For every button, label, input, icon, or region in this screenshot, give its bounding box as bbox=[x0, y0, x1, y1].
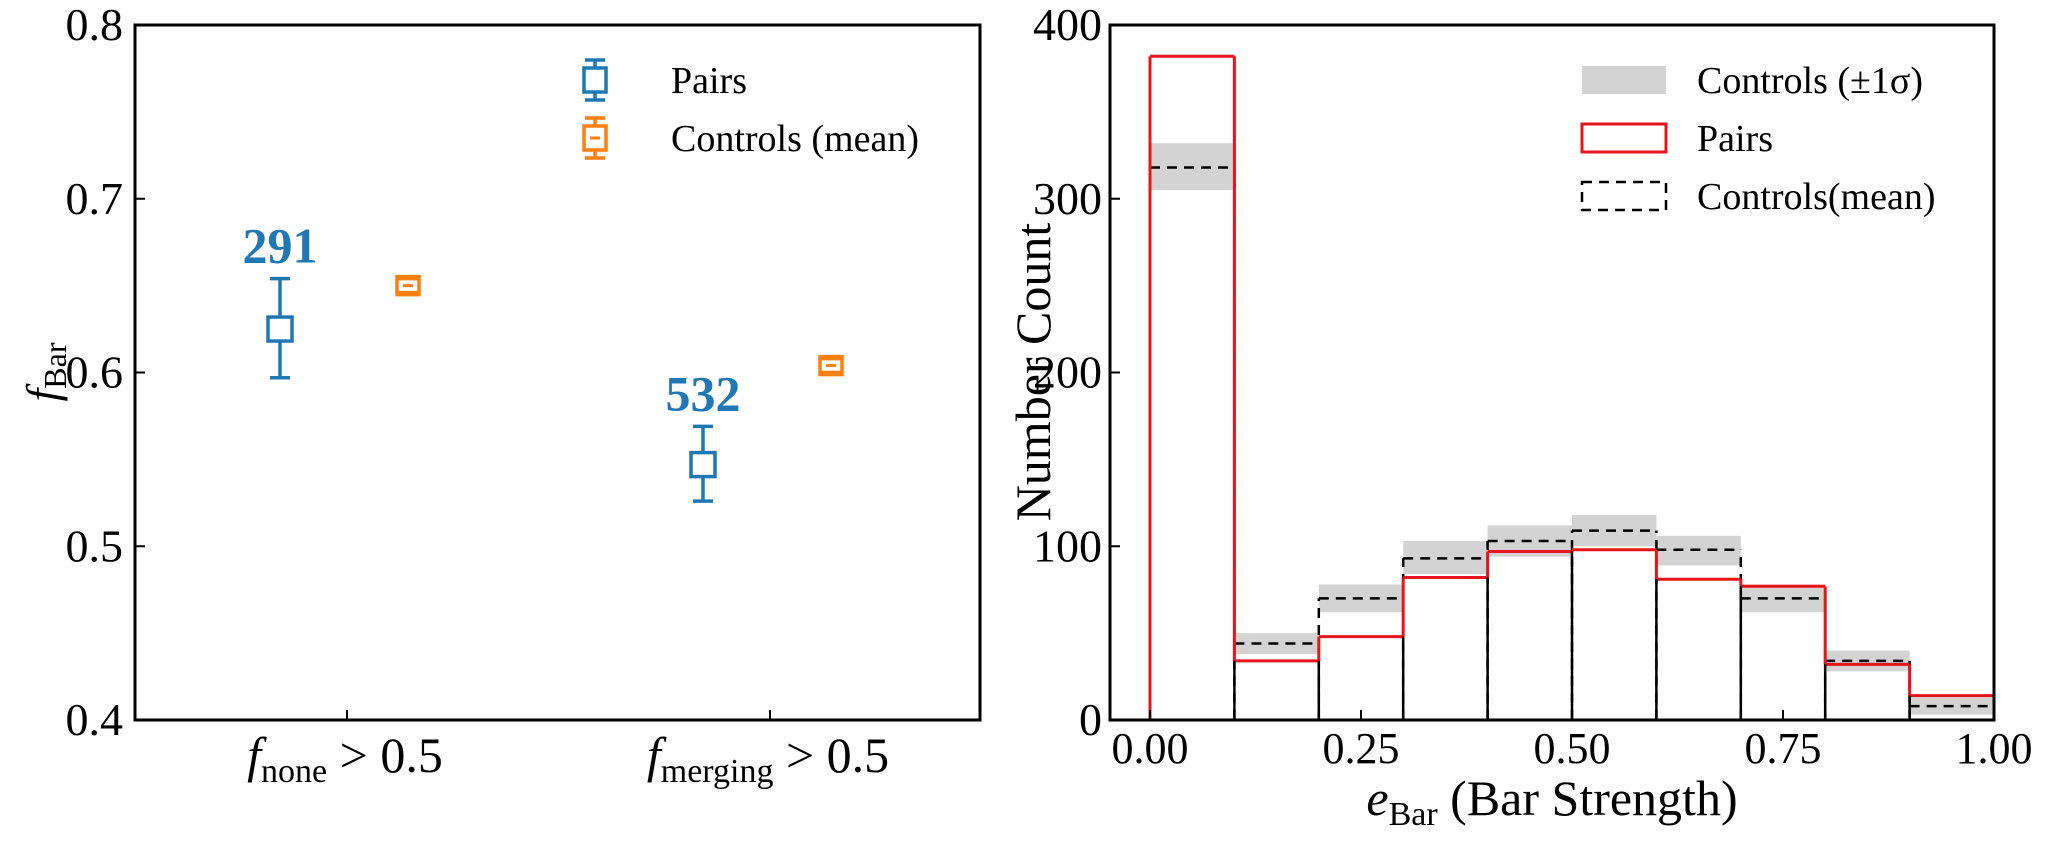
y-tick-label: 300 bbox=[1033, 173, 1102, 224]
legend-swatch bbox=[1580, 122, 1668, 154]
bar-fraction-y-axis-label: fBar bbox=[17, 342, 73, 401]
legend-label: Controls (mean) bbox=[671, 118, 919, 160]
x-tick-label: 0.50 bbox=[1534, 724, 1611, 773]
bar-strength-legend: Controls (±1σ) Pairs Controls(mean) bbox=[1580, 60, 1936, 218]
y-tick-label: 0.6 bbox=[66, 347, 124, 398]
y-tick-label: 100 bbox=[1033, 520, 1102, 571]
histogram-axes-frame bbox=[1108, 23, 1996, 722]
pairs-histogram bbox=[1148, 54, 1996, 720]
x-label-subscript: Bar bbox=[1389, 796, 1439, 833]
bar-fraction-legend: Pairs Controls (mean) bbox=[582, 58, 919, 160]
legend-entry-controls-mean: Controls (mean) bbox=[582, 116, 919, 160]
histogram-y-ticks: 0 100 200 300 400 bbox=[1033, 0, 1120, 745]
bar-fraction-y-ticks: 0.4 0.5 0.6 0.7 0.8 bbox=[66, 0, 145, 745]
tick-label-tail: > 0.5 bbox=[773, 727, 889, 783]
legend-label: Controls (±1σ) bbox=[1697, 60, 1923, 102]
x-tick-label: 1.00 bbox=[1956, 724, 2033, 773]
histogram-x-axis-label: eBar (Bar Strength) bbox=[1366, 770, 1737, 833]
histogram-x-ticks: 0.00 0.25 0.50 0.75 1.00 bbox=[1112, 710, 2033, 773]
legend-entry-controls-mean: Controls(mean) bbox=[1580, 176, 1936, 218]
y-label-subscript: Bar bbox=[37, 342, 73, 389]
y-tick-label: 400 bbox=[1033, 0, 1102, 50]
x-tick-label: 0.75 bbox=[1745, 724, 1822, 773]
sample-size-annotations: 291 532 bbox=[243, 218, 741, 422]
x-label-tail: (Bar Strength) bbox=[1438, 770, 1738, 826]
point-marker bbox=[266, 315, 294, 343]
sample-size-label: 291 bbox=[243, 218, 318, 274]
tick-label-subscript: merging bbox=[661, 753, 774, 790]
y-tick-label: 0 bbox=[1079, 694, 1102, 745]
bar-strength-histogram-panel: Controls (±1σ) Pairs Controls(mean) 0 100 20… bbox=[1005, 0, 2033, 833]
controls-mean-point bbox=[395, 274, 421, 297]
bar-fraction-panel: 291 532 Pairs Controls (mean) 0.4 0.5 0.6 0.7… bbox=[17, 0, 982, 790]
bar-fraction-marks bbox=[266, 274, 844, 503]
sample-size-label: 532 bbox=[666, 365, 741, 421]
x-label-main: e bbox=[1366, 770, 1388, 826]
histogram-y-axis-label: Number Count bbox=[1005, 223, 1061, 522]
x-tick-label: 0.00 bbox=[1112, 724, 1189, 773]
pairs-point bbox=[266, 276, 294, 380]
y-tick-label: 0.5 bbox=[66, 520, 124, 571]
y-tick-label: 0.4 bbox=[66, 694, 124, 745]
x-tick-label-none: fnone > 0.5 bbox=[247, 727, 443, 790]
legend-marker bbox=[582, 66, 608, 94]
legend-entry-pairs: Pairs bbox=[582, 58, 747, 102]
y-tick-label: 0.8 bbox=[66, 0, 124, 50]
y-tick-label: 200 bbox=[1033, 347, 1102, 398]
legend-entry-pairs: Pairs bbox=[1580, 118, 1773, 160]
legend-swatch bbox=[1582, 66, 1666, 94]
pairs-point bbox=[689, 424, 717, 503]
x-tick-label: 0.25 bbox=[1323, 724, 1400, 773]
tick-label-tail: > 0.5 bbox=[327, 727, 443, 783]
legend-label: Controls(mean) bbox=[1697, 176, 1936, 218]
point-marker bbox=[689, 450, 717, 479]
legend-swatch bbox=[1580, 180, 1668, 212]
tick-label-subscript: none bbox=[261, 753, 327, 790]
legend-label: Pairs bbox=[1697, 118, 1773, 160]
legend-label: Pairs bbox=[671, 60, 747, 102]
x-tick-label-merging: fmerging > 0.5 bbox=[647, 727, 889, 790]
bar-fraction-x-ticks: fnone > 0.5 fmerging > 0.5 bbox=[247, 710, 889, 790]
y-tick-label: 0.7 bbox=[66, 173, 124, 224]
controls-mean-point bbox=[818, 354, 844, 377]
legend-entry-controls-1: Controls (±1σ) bbox=[1582, 60, 1923, 102]
